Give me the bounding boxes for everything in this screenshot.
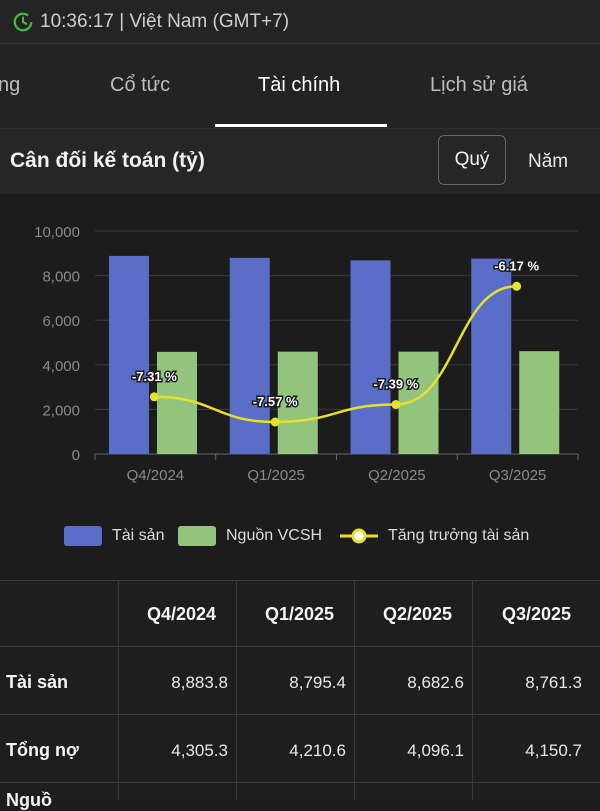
legend-equity[interactable]: Nguồn VCSH <box>178 526 322 546</box>
clock-icon <box>13 12 33 31</box>
y-tick-label: 6,000 <box>42 313 80 330</box>
growth-point <box>512 281 522 291</box>
legend-swatch-assets <box>64 526 102 546</box>
table-divider <box>472 580 473 800</box>
table-divider <box>0 782 600 783</box>
growth-point <box>270 417 280 427</box>
bar-assets <box>109 255 149 454</box>
bar-equity <box>157 351 197 454</box>
x-tick-label: Q2/2025 <box>368 467 426 484</box>
legend-line-marker-icon <box>340 528 378 544</box>
legend-assets[interactable]: Tài sản <box>64 526 164 546</box>
legend-label-equity: Nguồn VCSH <box>226 527 323 544</box>
y-tick-label: 0 <box>72 447 80 464</box>
status-bar: 10:36:17 | Việt Nam (GMT+7) <box>0 0 600 44</box>
active-tab-indicator <box>215 124 387 127</box>
table-cell: 8,682.6 <box>407 673 464 692</box>
y-tick-label: 8,000 <box>42 269 80 286</box>
legend-label-growth: Tăng trưởng tài sản <box>388 527 530 544</box>
tab-dividends[interactable]: Cổ tức <box>110 74 171 96</box>
y-tick-label: 10,000 <box>34 224 80 241</box>
table-cell: 8,883.8 <box>171 673 228 692</box>
balance-sheet-chart: 0 2,000 4,000 6,000 8,000 10,000 Q4/2024 Q1/202… <box>0 194 600 580</box>
column-header: Q4/2024 <box>146 604 216 624</box>
tab-partial[interactable]: ng <box>0 74 21 96</box>
x-tick-label: Q4/2024 <box>127 467 185 484</box>
table-divider <box>0 580 600 581</box>
section-header: Cân đối kế toán (tỷ) Quý Năm <box>0 128 600 195</box>
tab-price-history[interactable]: Lịch sử giá <box>430 74 528 96</box>
table-cell: 4,150.7 <box>525 741 582 760</box>
table-cell: 4,305.3 <box>171 741 228 760</box>
growth-data-label: -6.17 % <box>494 258 539 273</box>
row-label-total-liabilities: Tổng nợ <box>6 740 79 760</box>
section-title: Cân đối kế toán (tỷ) <box>10 149 205 172</box>
table-cell: 8,795.4 <box>289 673 346 692</box>
bar-assets <box>350 260 391 454</box>
growth-point <box>149 392 159 402</box>
column-header: Q1/2025 <box>264 604 334 624</box>
tab-bar: ng Cổ tức Tài chính Lịch sử giá <box>0 44 600 128</box>
legend-swatch-equity <box>178 526 216 546</box>
table-divider <box>354 580 355 800</box>
chart-legend: Tài sản Nguồn VCSH Tăng trưởng tài sản <box>0 526 600 556</box>
bar-assets <box>229 257 270 454</box>
year-button[interactable]: Năm <box>528 151 569 172</box>
legend-growth[interactable]: Tăng trưởng tài sản <box>340 526 529 546</box>
table-cell: 4,210.6 <box>289 741 346 760</box>
growth-point <box>391 400 401 410</box>
bar-assets <box>471 258 512 454</box>
table-divider <box>0 714 600 715</box>
x-tick-label: Q1/2025 <box>247 467 305 484</box>
tab-financials[interactable]: Tài chính <box>258 74 341 96</box>
growth-data-label: -7.57 % <box>253 394 298 409</box>
legend-label-assets: Tài sản <box>112 527 165 544</box>
bar-equity <box>277 351 318 454</box>
growth-data-label: -7.31 % <box>132 369 177 384</box>
status-time: 10:36:17 | Việt Nam (GMT+7) <box>40 10 290 32</box>
chart-svg: 0 2,000 4,000 6,000 8,000 10,000 Q4/2024 Q1/202… <box>34 224 579 484</box>
growth-data-label: -7.39 % <box>373 377 418 392</box>
y-tick-label: 2,000 <box>42 402 80 419</box>
bar-equity <box>519 351 560 454</box>
table-divider <box>0 646 600 647</box>
row-label-partial: Nguồ <box>6 790 52 810</box>
table-cell: 4,096.1 <box>407 741 464 760</box>
table-divider <box>118 580 119 800</box>
x-tick-label: Q3/2025 <box>489 467 547 484</box>
row-label-assets: Tài sản <box>6 672 69 692</box>
column-header: Q3/2025 <box>501 604 571 624</box>
table-cell: 8,761.3 <box>525 673 582 692</box>
table-divider <box>236 580 237 800</box>
balance-sheet-table: Q4/2024 Q1/2025 Q2/2025 Q3/2025 Tài sản … <box>0 580 600 810</box>
growth-line <box>154 285 517 424</box>
quarter-button[interactable]: Quý <box>438 135 506 185</box>
column-header: Q2/2025 <box>382 604 452 624</box>
y-tick-label: 4,000 <box>42 358 80 375</box>
